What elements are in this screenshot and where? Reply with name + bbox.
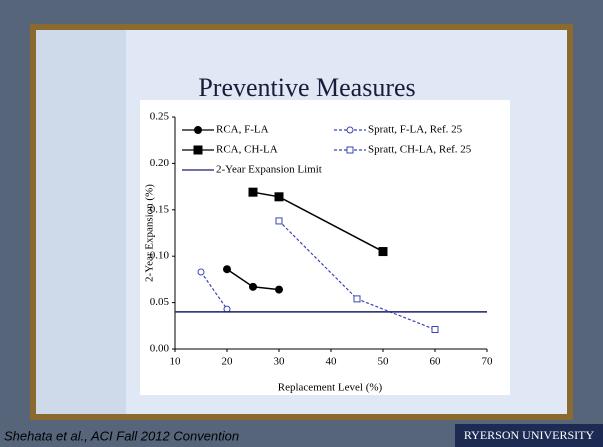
y-axis-label: 2-Year Expansion (%) (144, 184, 156, 282)
legend-label: 2-Year Expansion Limit (216, 164, 322, 176)
legend-marker (347, 147, 353, 153)
data-point (276, 286, 283, 293)
data-point (224, 266, 231, 273)
legend-label: RCA, CH-LA (216, 144, 278, 156)
data-point (249, 188, 257, 196)
y-tick-label: 0.25 (150, 111, 170, 123)
x-tick-label: 30 (274, 356, 286, 368)
legend-label: Spratt, CH-LA, Ref. 25 (368, 144, 472, 156)
data-point (275, 193, 283, 201)
legend-label: RCA, F-LA (216, 124, 269, 136)
legend-label: Spratt, F-LA, Ref. 25 (368, 124, 463, 136)
x-axis-label: Replacement Level (%) (278, 382, 383, 394)
x-tick-label: 20 (222, 356, 234, 368)
page: Preventive Measures Replacement Level (%… (0, 0, 603, 447)
y-tick-label: 0.00 (150, 343, 170, 355)
y-tick-label: 0.20 (150, 157, 170, 169)
x-tick-label: 50 (378, 356, 390, 368)
data-point (354, 296, 360, 302)
data-point (250, 283, 257, 290)
x-tick-label: 70 (482, 356, 494, 368)
data-point (432, 327, 438, 333)
data-point (379, 248, 387, 256)
logo: RYERSON UNIVERSITY (464, 428, 595, 442)
legend-marker (194, 146, 202, 154)
legend-marker (195, 127, 202, 134)
y-tick-label: 0.10 (150, 250, 170, 262)
building-image (36, 30, 126, 414)
x-tick-label: 60 (430, 356, 442, 368)
y-tick-label: 0.05 (150, 296, 170, 308)
data-point (276, 218, 282, 224)
x-tick-label: 10 (170, 356, 182, 368)
slide: Preventive Measures Replacement Level (%… (0, 0, 603, 447)
chart-title: Preventive Measures (198, 73, 415, 102)
legend-marker (347, 127, 353, 133)
y-tick-label: 0.15 (150, 203, 170, 215)
citation: Shehata et al., ACI Fall 2012 Convention (4, 428, 239, 443)
data-point (198, 269, 204, 275)
x-tick-label: 40 (326, 356, 338, 368)
